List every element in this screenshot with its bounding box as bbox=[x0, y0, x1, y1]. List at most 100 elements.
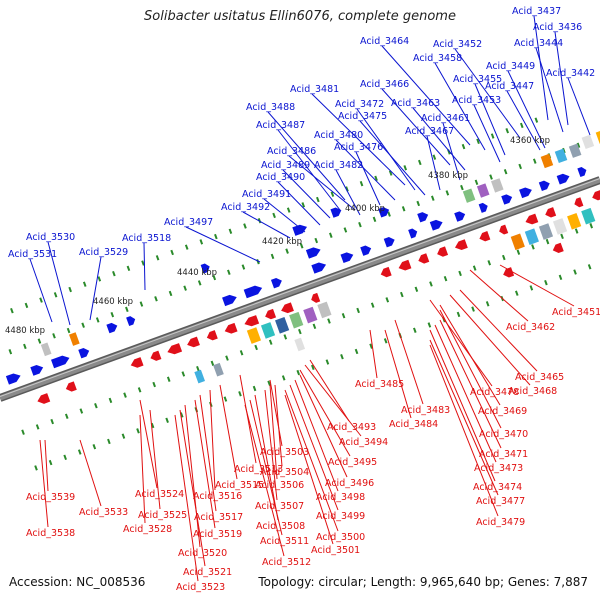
label-leader-line bbox=[289, 384, 339, 511]
feature-box bbox=[462, 188, 476, 203]
forward-gene-label: Acid_3466 bbox=[360, 79, 409, 90]
reverse-gene-label: Acid_3504 bbox=[260, 467, 309, 478]
reverse-gene-arrow bbox=[418, 253, 430, 264]
forward-gene-label: Acid_3480 bbox=[314, 130, 363, 141]
tick-mark bbox=[485, 301, 490, 307]
label-leader-line bbox=[263, 198, 306, 233]
tick-mark bbox=[243, 223, 247, 229]
tick-mark bbox=[165, 417, 169, 423]
label-leader-line bbox=[474, 83, 506, 156]
forward-gene-arrow bbox=[478, 202, 488, 213]
forward-gene-arrow bbox=[538, 180, 550, 192]
label-leader-line bbox=[284, 389, 339, 532]
label-leader-line bbox=[506, 90, 541, 151]
scale-label: 4360 kbp bbox=[510, 136, 550, 146]
tick-mark bbox=[82, 281, 87, 287]
label-leader-line bbox=[277, 181, 321, 226]
label-leader-line bbox=[277, 129, 341, 211]
label-leader-line bbox=[507, 70, 546, 149]
forward-gene-arrow bbox=[408, 228, 418, 239]
reverse-gene-label: Acid_3519 bbox=[193, 529, 242, 540]
forward-gene-arrow bbox=[360, 245, 372, 256]
label-leader-line bbox=[381, 45, 471, 146]
label-leader-line bbox=[429, 329, 496, 482]
tick-mark bbox=[270, 253, 275, 260]
forward-gene-label: Acid_3467 bbox=[405, 126, 454, 137]
reverse-gene-arrow bbox=[281, 302, 294, 314]
reverse-gene-label: Acid_3501 bbox=[311, 545, 360, 556]
label-leader-lines bbox=[29, 15, 591, 582]
reverse-gene-label: Acid_3499 bbox=[316, 511, 365, 522]
reverse-gene-label: Acid_3462 bbox=[506, 322, 555, 333]
tick-mark bbox=[372, 216, 377, 223]
gene-labels: Acid_3437 Acid_3436 Acid_3444 Acid_3452 Acid… bbox=[8, 6, 600, 593]
forward-gene-arrow bbox=[378, 207, 390, 218]
tick-mark bbox=[296, 369, 301, 376]
tick-mark bbox=[418, 159, 422, 166]
scale-label: 4480 kbp bbox=[5, 326, 45, 336]
forward-gene-arrow bbox=[330, 207, 342, 218]
tick-mark bbox=[343, 227, 348, 233]
tick-mark bbox=[141, 260, 145, 266]
forward-gene-arrow bbox=[556, 173, 570, 185]
tick-mark bbox=[94, 403, 98, 409]
reverse-gene-arrow bbox=[37, 393, 51, 404]
forward-gene-label: Acid_3482 bbox=[314, 160, 363, 171]
reverse-gene-label: Acid_3525 bbox=[138, 510, 187, 521]
forward-gene-arrow bbox=[577, 167, 587, 178]
forward-gene-arrow bbox=[51, 355, 70, 369]
tick-mark bbox=[311, 364, 315, 371]
forward-gene-label: Acid_3458 bbox=[413, 53, 462, 64]
tick-mark bbox=[573, 269, 577, 275]
forward-gene-label: Acid_3447 bbox=[485, 81, 534, 92]
feature-box bbox=[552, 218, 568, 235]
tick-mark bbox=[370, 302, 375, 308]
tick-mark bbox=[299, 243, 304, 249]
scale-label: 4440 kbp bbox=[177, 268, 217, 278]
tick-mark bbox=[301, 202, 306, 208]
reverse-gene-label: Acid_3520 bbox=[178, 548, 227, 559]
reverse-gene-label: Acid_3478 bbox=[470, 387, 519, 398]
label-leader-line bbox=[449, 294, 531, 386]
label-leader-line bbox=[179, 409, 206, 567]
forward-gene-label: Acid_3491 bbox=[242, 189, 291, 200]
feature-box bbox=[540, 153, 554, 169]
label-leader-line bbox=[434, 324, 497, 463]
tick-mark bbox=[341, 313, 346, 319]
feature-box bbox=[275, 316, 290, 334]
feature-box bbox=[289, 311, 304, 329]
reverse-gene-arrow bbox=[552, 242, 564, 254]
tick-mark bbox=[427, 322, 432, 328]
tick-mark bbox=[97, 276, 102, 282]
label-leader-line bbox=[304, 364, 362, 437]
label-leader-line bbox=[254, 394, 279, 521]
tick-mark bbox=[490, 133, 495, 139]
reverse-gene-label: Acid_3503 bbox=[260, 447, 309, 458]
tick-mark bbox=[239, 350, 244, 356]
tick-mark bbox=[560, 233, 564, 240]
label-leader-line bbox=[359, 120, 426, 196]
feature-box bbox=[260, 322, 276, 339]
tick-mark bbox=[168, 290, 173, 297]
tick-mark bbox=[534, 117, 539, 123]
reverse-gene-label: Acid_3465 bbox=[515, 372, 564, 383]
tick-mark bbox=[358, 221, 362, 228]
forward-gene-label: Acid_3489 bbox=[261, 160, 310, 171]
tick-marks bbox=[8, 117, 594, 471]
label-leader-line bbox=[439, 309, 502, 429]
tick-mark bbox=[152, 381, 156, 388]
reverse-gene-label: Acid_3477 bbox=[476, 496, 525, 507]
forward-gene-arrow bbox=[270, 277, 282, 289]
label-leader-line bbox=[39, 439, 49, 528]
reverse-gene-label: Acid_3515 bbox=[215, 480, 264, 491]
tick-mark bbox=[137, 387, 142, 393]
label-leader-line bbox=[299, 369, 351, 457]
tick-mark bbox=[154, 296, 158, 302]
tick-mark bbox=[66, 327, 71, 334]
forward-gene-label: Acid_3518 bbox=[122, 233, 171, 244]
tick-mark bbox=[227, 269, 231, 275]
tick-mark bbox=[489, 174, 493, 180]
reverse-gene-label: Acid_3470 bbox=[479, 429, 528, 440]
forward-gene-label: Acid_3529 bbox=[79, 247, 128, 258]
reverse-gene-label: Acid_3473 bbox=[474, 463, 523, 474]
